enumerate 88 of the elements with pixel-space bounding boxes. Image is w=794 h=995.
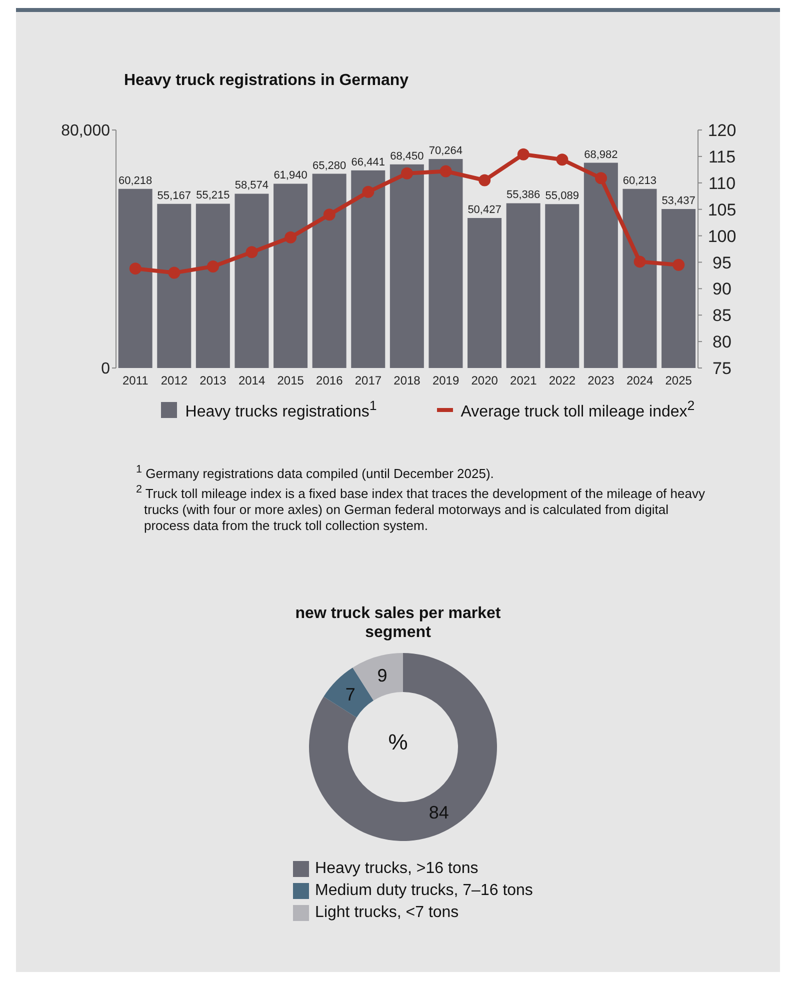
data-label: 55,215 <box>196 190 230 202</box>
x-tick-label: 2015 <box>277 374 304 388</box>
legend-label: Medium duty trucks, 7–16 tons <box>315 880 533 901</box>
x-tick-label: 2012 <box>160 374 188 388</box>
donut-slice <box>324 668 374 718</box>
bar <box>662 209 696 368</box>
x-tick-label: 2020 <box>471 374 498 388</box>
point <box>246 246 258 258</box>
y2-tick-label: 75 <box>712 359 732 378</box>
point <box>478 174 491 186</box>
x-tick-label: 2021 <box>510 374 538 388</box>
bar <box>157 204 192 368</box>
x-tick-label: 2023 <box>588 374 615 388</box>
chart-title: Heavy truck registrations in Germany <box>124 72 409 89</box>
donut-slice <box>352 652 403 701</box>
bar <box>545 204 580 368</box>
point <box>323 208 336 221</box>
y2-tick-label: 115 <box>708 147 736 166</box>
data-label: 65,280 <box>312 160 346 172</box>
x-tick-label: 2025 <box>665 374 692 388</box>
y2-tick-label: 100 <box>708 226 736 246</box>
point <box>595 172 607 184</box>
text: % <box>388 729 408 754</box>
data-label: 61,940 <box>274 170 308 182</box>
bar <box>584 162 618 368</box>
x-tick-label: 2014 <box>238 374 266 388</box>
point <box>634 256 646 268</box>
point <box>672 258 685 271</box>
y2-tick-label: 105 <box>708 200 736 220</box>
point <box>440 165 452 178</box>
x-tick-label: 2017 <box>354 374 382 388</box>
data-label: 68,450 <box>390 150 424 162</box>
y2-tick-label: 90 <box>712 280 732 299</box>
point <box>129 262 142 275</box>
point <box>207 260 219 272</box>
data-label: 66,441 <box>351 156 385 168</box>
bar <box>351 170 386 368</box>
text: $^{2}$ Truck toll mileage index is a fixed base index that traces the development of the mileage of heavy trucks (with four or more axles) on German federal motorways and is calculated from digital process data from the truck toll collection system. <box>136 484 705 533</box>
data-label: 55,167 <box>157 190 191 202</box>
legend-label: Average truck toll mileage index$^{2}$ <box>460 398 695 422</box>
y-tick-label: 80,000 <box>61 122 110 140</box>
y2-tick-label: 120 <box>708 121 736 140</box>
data-label: 84 <box>428 802 449 822</box>
x-tick-label: 2018 <box>394 374 421 388</box>
data-label: 60,213 <box>622 174 657 187</box>
x-tick-label: 2011 <box>122 374 149 388</box>
data-label: 9 <box>377 665 388 686</box>
x-tick-label: 2019 <box>432 374 460 388</box>
point <box>168 266 180 279</box>
data-label: 60,218 <box>118 174 152 187</box>
point <box>556 154 568 166</box>
data-label: 55,386 <box>506 189 540 202</box>
bar <box>428 158 463 368</box>
bar <box>196 204 230 368</box>
data-label: 55,089 <box>545 190 579 202</box>
bar <box>274 184 308 368</box>
y2-tick-label: 95 <box>712 253 732 272</box>
bar <box>468 218 502 368</box>
chart-title: new truck sales per market segment <box>295 604 501 641</box>
data-label: 70,264 <box>428 144 463 157</box>
bar <box>506 203 540 368</box>
donut-slice <box>309 652 497 841</box>
point <box>517 148 530 160</box>
y2-tick-label: 110 <box>708 174 736 193</box>
y2-tick-label: 85 <box>712 306 732 326</box>
x-tick-label: 2013 <box>200 374 227 388</box>
legend-label: Light trucks, <7 tons <box>315 902 459 923</box>
bar <box>312 174 346 368</box>
x-tick-label: 2024 <box>626 374 654 388</box>
x-tick-label: 2022 <box>548 374 576 388</box>
point <box>284 231 297 244</box>
bar <box>234 194 269 368</box>
data-label: 58,574 <box>234 180 269 192</box>
point <box>401 167 413 180</box>
data-label: 53,437 <box>662 195 696 208</box>
data-label: 7 <box>345 684 356 704</box>
data-label: 68,982 <box>584 148 618 161</box>
bar <box>118 188 152 368</box>
y-tick-label: 0 <box>101 360 110 378</box>
legend-label: Heavy trucks, >16 tons <box>315 858 478 879</box>
x-tick-label: 2016 <box>316 374 344 388</box>
point <box>362 186 374 198</box>
legend-label: Heavy trucks registrations$^{1}$ <box>185 398 377 422</box>
y2-tick-label: 80 <box>712 332 732 352</box>
bar <box>390 164 424 368</box>
bar <box>622 188 657 368</box>
data-label: 50,427 <box>468 204 502 216</box>
text: $^{1}$ Germany registrations data compiled (until December 2025). <box>136 463 494 481</box>
